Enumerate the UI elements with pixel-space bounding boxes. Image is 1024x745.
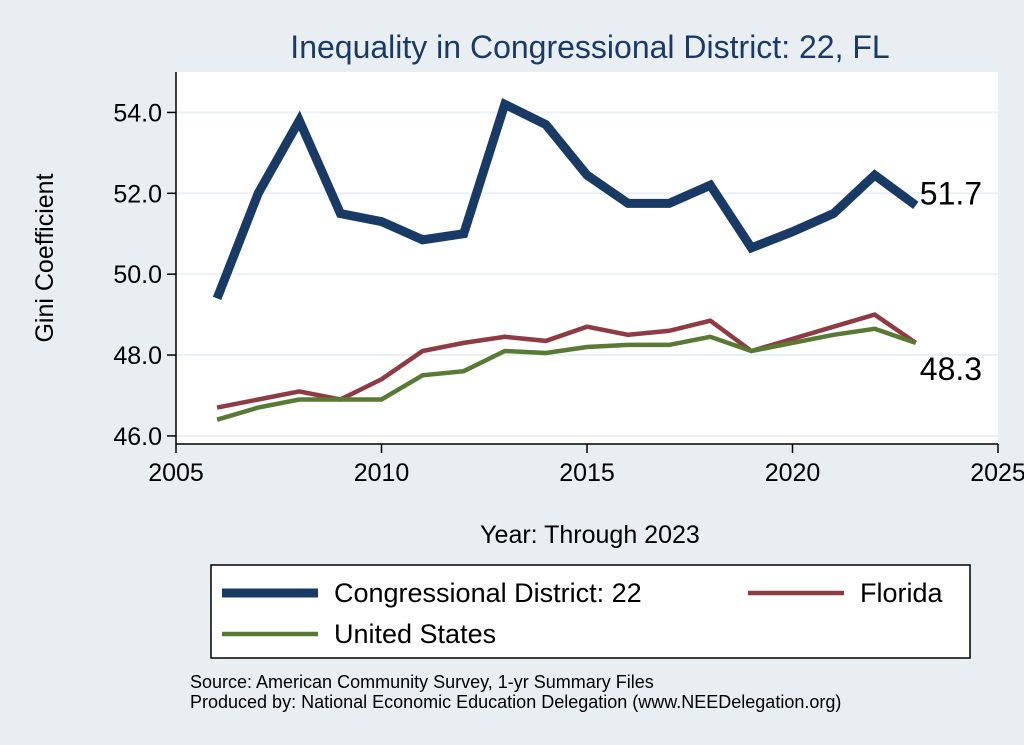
legend-label-congressional-district-22: Congressional District: 22 (334, 578, 642, 608)
x-tick-label: 2010 (354, 459, 410, 487)
end-label-district: 51.7 (920, 175, 982, 211)
x-tick-label: 2015 (559, 459, 615, 487)
end-label-state: 48.3 (920, 351, 982, 387)
y-tick-label: 52.0 (113, 180, 162, 208)
legend-box (210, 564, 971, 659)
plot-area (176, 72, 998, 444)
chart-title: Inequality in Congressional District: 22… (290, 29, 889, 65)
y-tick-label: 48.0 (113, 342, 162, 370)
series-line-united-states (216, 326, 917, 422)
x-axis-ticks: 2005 2010 2015 2020 2025 (148, 444, 1024, 487)
x-tick-label: 2005 (148, 459, 204, 487)
source-line-2: Produced by: National Economic Education… (190, 692, 841, 712)
x-tick-label: 2020 (765, 459, 821, 487)
source-line-1: Source: American Community Survey, 1-yr … (190, 672, 654, 692)
series-lines (212, 97, 919, 422)
legend: Congressional District: 22 Florida United … (222, 578, 944, 649)
y-tick-label: 46.0 (113, 423, 162, 451)
end-labels: 51.7 48.3 (920, 175, 982, 386)
series-line-congressional-district-22 (212, 97, 919, 301)
x-tick-label: 2025 (970, 459, 1024, 487)
legend-label-florida: Florida (860, 578, 944, 608)
y-axis-title: Gini Coefficient (31, 173, 59, 342)
legend-label-united-states: United States (334, 619, 496, 649)
grid-lines (176, 111, 998, 437)
y-axis-ticks: 46.0 48.0 50.0 52.0 54.0 (113, 99, 176, 451)
x-axis-title: Year: Through 2023 (480, 521, 700, 549)
y-tick-label: 50.0 (113, 261, 162, 289)
y-tick-label: 54.0 (113, 99, 162, 127)
